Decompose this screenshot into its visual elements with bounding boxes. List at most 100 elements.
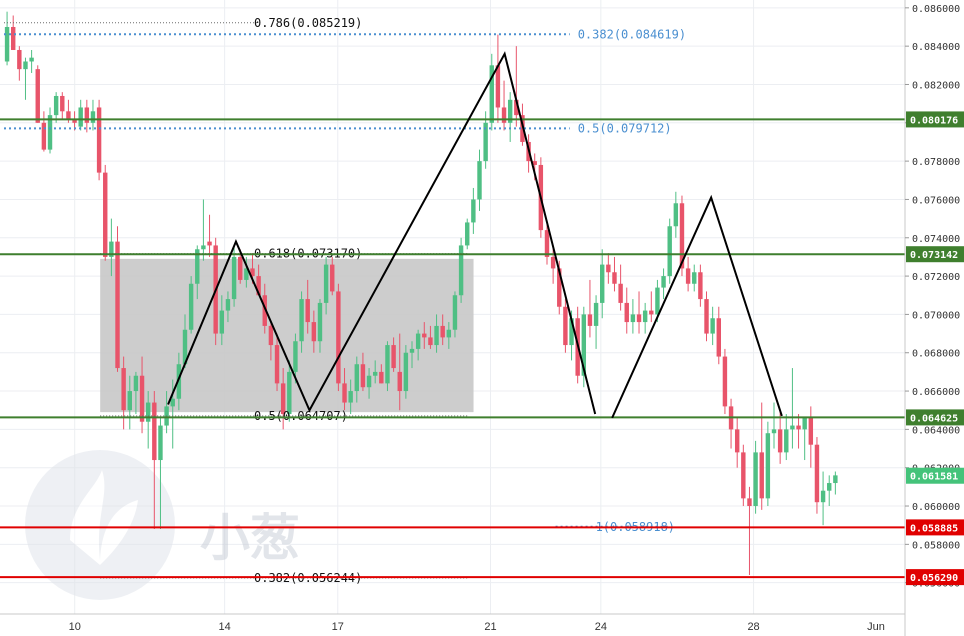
candle-body: [563, 306, 568, 346]
time-axis[interactable]: 10 14 17 21 24 28 Jun: [69, 621, 885, 633]
time-tick-label: 24: [595, 621, 607, 633]
price-tick-label: 0.060000: [912, 502, 960, 513]
price-tick-label: 0.076000: [912, 195, 960, 206]
candle-up: [176, 352, 182, 411]
candle-body: [667, 226, 672, 277]
candle-body: [820, 490, 826, 503]
candle-up: [471, 187, 476, 234]
candle-body: [47, 115, 53, 150]
candle-up: [415, 329, 421, 361]
candle-up: [225, 291, 231, 323]
candle-up: [581, 306, 587, 388]
candle-down: [10, 15, 16, 50]
candle-body: [446, 329, 452, 338]
candle-body: [642, 310, 648, 323]
candle-down: [716, 306, 721, 365]
candle-body: [72, 118, 77, 123]
candle-down: [115, 226, 120, 372]
candle-up: [366, 368, 372, 399]
candle-down: [624, 287, 629, 334]
price-line-tag-label: 0.056290: [910, 573, 958, 584]
candle-body: [299, 299, 304, 342]
candle-down: [311, 310, 317, 353]
candle-body: [244, 268, 249, 280]
candle-body: [103, 172, 108, 257]
candle-body: [78, 107, 83, 127]
candle-up: [78, 99, 83, 131]
candle-body: [790, 425, 795, 430]
candle-up: [219, 295, 225, 346]
candle-up: [317, 299, 323, 353]
candle-body: [170, 398, 175, 407]
candle-down: [84, 99, 90, 133]
candle-body: [397, 371, 402, 392]
candle-up: [287, 360, 292, 422]
candle-body: [415, 333, 421, 349]
time-tick-label: 28: [747, 621, 759, 633]
candle-up: [201, 199, 206, 261]
candle-down: [563, 299, 568, 353]
candle-up: [458, 237, 464, 303]
candle-body: [354, 364, 360, 392]
candle-body: [734, 429, 740, 453]
candle-up: [434, 314, 439, 353]
candle-down: [796, 414, 801, 449]
candle-up: [145, 391, 151, 449]
candle-up: [299, 291, 304, 353]
current-price-tag-label: 0.061581: [910, 472, 958, 483]
candle-body: [262, 295, 267, 326]
candle-body: [195, 249, 200, 284]
candle-up: [593, 295, 599, 349]
candle-down: [606, 253, 611, 284]
candle-up: [244, 256, 249, 288]
candle-up: [771, 402, 777, 449]
candle-down: [391, 337, 396, 372]
candle-body: [293, 341, 298, 372]
candle-body: [753, 452, 758, 507]
candle-body: [84, 107, 90, 123]
price-tick-label: 0.072000: [912, 272, 960, 283]
candle-body: [673, 203, 679, 227]
candle-up: [630, 299, 636, 334]
candle-body: [636, 314, 642, 323]
candle-body: [722, 356, 728, 407]
price-tick-label: 0.068000: [912, 349, 960, 360]
candle-down: [72, 111, 77, 131]
price-tick-label: 0.082000: [912, 80, 960, 91]
price-line-tag: [906, 519, 964, 536]
candle-body: [109, 241, 114, 257]
candle-body: [434, 325, 439, 346]
zigzag-pattern-line: [167, 51, 597, 415]
candle-body: [544, 230, 550, 257]
candle-body: [60, 95, 65, 112]
price-line-tag-label: 0.073142: [910, 250, 958, 261]
zigzag-pattern-line: [611, 194, 783, 419]
time-tick-label: 10: [69, 621, 81, 633]
price-line-tag-label: 0.058885: [910, 523, 958, 534]
candle-body: [618, 283, 623, 303]
price-tick-label: 0.070000: [912, 310, 960, 321]
price-line-tag-label: 0.064625: [910, 413, 958, 424]
candle-body: [256, 276, 261, 296]
candle-up: [833, 471, 838, 495]
candle-down: [360, 352, 366, 392]
candle-down: [550, 245, 556, 284]
candle-body: [225, 299, 231, 311]
candle-down: [759, 402, 764, 510]
candle-up: [446, 322, 452, 349]
candle-down: [336, 283, 341, 392]
candle-down: [35, 65, 40, 123]
candle-body: [379, 371, 384, 384]
candle-up: [753, 440, 758, 514]
candle-up: [47, 107, 53, 154]
candle-up: [802, 417, 807, 461]
candle-body: [679, 203, 685, 269]
candle-up: [642, 302, 648, 334]
price-tick-label: 0.064000: [912, 425, 960, 436]
candle-body: [280, 383, 286, 415]
candle-body: [66, 111, 71, 119]
price-tick-label: 0.074000: [912, 234, 960, 245]
candle-body: [465, 222, 470, 246]
candle-up: [765, 421, 771, 507]
